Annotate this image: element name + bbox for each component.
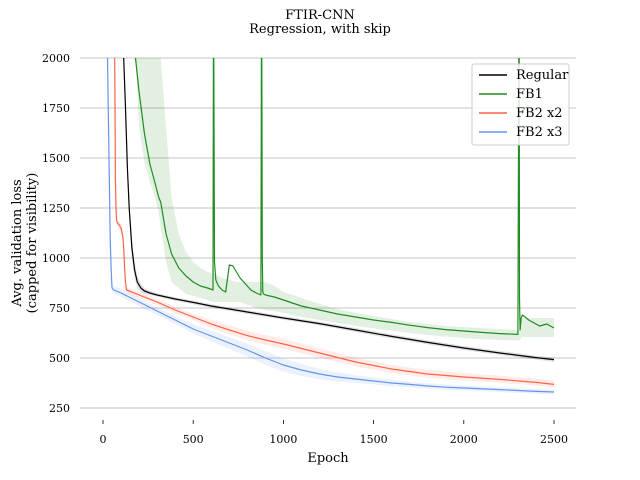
y-axis-label-line1: Avg. validation loss: [10, 179, 25, 307]
line-fb2-x2: [114, 58, 555, 385]
legend-label-fb1: FB1: [516, 87, 543, 102]
x-tick-label: 500: [183, 433, 204, 446]
y-tick-label: 750: [49, 302, 70, 315]
line-fb2-x3: [106, 58, 555, 393]
axis-ticks: 250 500 750 1000 1250 1500 1750 2000 0 500 1000 150…: [42, 52, 568, 446]
x-tick-label: 2000: [450, 433, 478, 446]
legend-label-fb2-x3: FB2 x3: [516, 125, 563, 140]
x-tick-label: 0: [100, 433, 107, 446]
y-axis-label-line2: (capped for visibility): [25, 173, 40, 314]
legend-box: [471, 63, 570, 146]
legend: Regular FB1 FB2 x2 FB2 x3: [471, 63, 570, 146]
y-tick-label: 2000: [42, 52, 70, 65]
y-tick-label: 1000: [42, 252, 70, 265]
y-tick-label: 1250: [42, 202, 70, 215]
legend-label-regular: Regular: [516, 68, 569, 83]
y-tick-label: 500: [49, 352, 70, 365]
line-fb1: [134, 58, 555, 335]
gridlines: [80, 57, 576, 409]
y-tick-label: 1500: [42, 152, 70, 165]
x-tick-label: 1000: [269, 433, 297, 446]
series-lines: [106, 58, 555, 393]
x-tick-label: 2500: [540, 433, 568, 446]
y-tick-label: 250: [49, 402, 70, 415]
chart-subtitle: Regression, with skip: [249, 22, 391, 37]
line-regular: [123, 58, 555, 361]
y-tick-label: 1750: [42, 102, 70, 115]
x-axis-label: Epoch: [307, 451, 349, 466]
chart-title: FTIR-CNN: [285, 8, 355, 23]
x-tick-label: 1500: [360, 433, 388, 446]
legend-label-fb2-x2: FB2 x2: [516, 106, 563, 121]
